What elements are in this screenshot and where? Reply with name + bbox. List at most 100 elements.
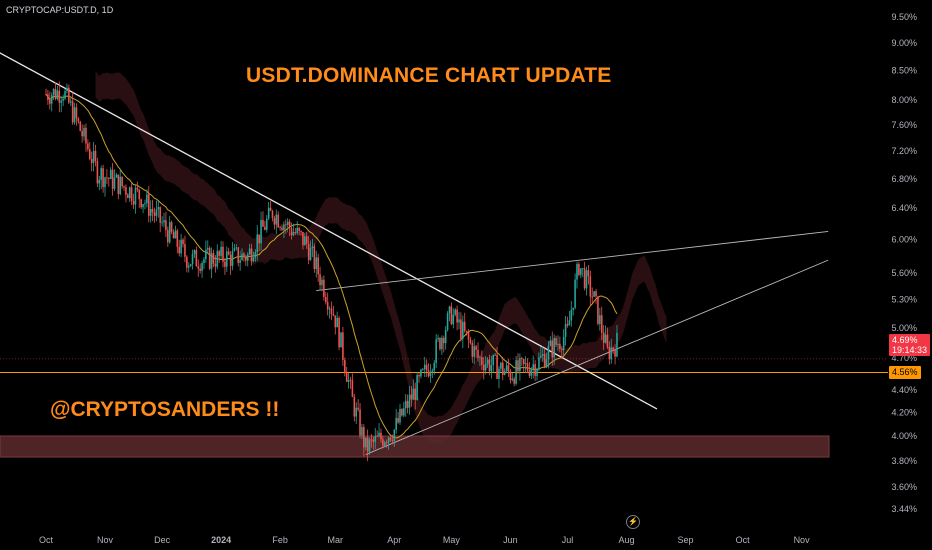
- candle-body: [534, 364, 536, 376]
- candle-body: [161, 222, 163, 224]
- candle-body: [422, 369, 424, 370]
- candle-body: [286, 221, 289, 226]
- candle-body: [146, 194, 148, 204]
- candle-body: [290, 228, 293, 236]
- candle-body: [469, 339, 472, 344]
- candle-body: [612, 347, 614, 350]
- trendlines: [0, 52, 829, 455]
- x-tick-label: Aug: [618, 535, 634, 545]
- candle-body: [366, 437, 369, 452]
- candle-body: [132, 200, 135, 205]
- candle-body: [220, 246, 222, 256]
- candle-body: [298, 227, 300, 231]
- candle-body: [83, 127, 85, 137]
- candle-body: [201, 262, 203, 271]
- candle-body: [157, 207, 160, 210]
- candle-body: [519, 358, 521, 372]
- candle-body: [264, 226, 266, 230]
- candle-body: [307, 243, 310, 261]
- candle-body: [389, 437, 392, 441]
- candle-body: [340, 332, 342, 348]
- candle-body: [465, 330, 468, 333]
- candle-body: [184, 244, 186, 257]
- candle-body: [81, 130, 83, 137]
- candle-body: [279, 227, 281, 228]
- candle-body: [450, 306, 453, 325]
- candle-body: [536, 369, 538, 376]
- candle-body: [167, 230, 169, 243]
- candle-body: [165, 220, 167, 231]
- candle-body: [460, 319, 462, 339]
- candle-body: [540, 355, 542, 358]
- candle-body: [309, 248, 312, 261]
- candle-body: [304, 236, 306, 246]
- candle-body: [258, 234, 260, 244]
- candle-body: [553, 337, 555, 358]
- moving-average: [45, 94, 618, 439]
- candle-body: [475, 346, 477, 350]
- candlesticks: [45, 81, 618, 462]
- candle-body: [606, 334, 609, 347]
- x-tick-label: Oct: [736, 535, 751, 545]
- candle-body: [454, 309, 456, 315]
- candle-body: [355, 407, 358, 417]
- candle-body: [94, 150, 97, 161]
- candle-body: [123, 186, 125, 188]
- candle-body: [342, 332, 344, 360]
- y-tick-label: 3.44%: [891, 504, 917, 514]
- candle-body: [239, 260, 241, 263]
- candle-body: [90, 159, 93, 163]
- candle-body: [191, 254, 194, 265]
- candle-body: [189, 264, 192, 267]
- candle-body: [317, 257, 319, 275]
- candle-body: [271, 210, 274, 219]
- candle-body: [560, 348, 563, 351]
- candle-body: [541, 354, 544, 356]
- candle-body: [117, 174, 120, 194]
- candle-body: [587, 270, 590, 277]
- candle-body: [498, 368, 500, 379]
- candle-body: [313, 246, 316, 269]
- candle-body: [292, 232, 295, 236]
- candle-body: [151, 209, 154, 213]
- candle-body: [574, 279, 576, 308]
- candle-body: [492, 354, 495, 365]
- candle-body: [273, 218, 276, 225]
- candle-body: [530, 368, 533, 376]
- candle-body: [227, 251, 230, 255]
- candle-body: [226, 251, 228, 267]
- candle-body: [98, 179, 101, 184]
- flash-icon[interactable]: ⚡: [626, 515, 640, 529]
- candle-body: [566, 324, 569, 326]
- candle-body: [203, 259, 205, 263]
- candle-body: [288, 221, 291, 229]
- candle-body: [564, 324, 567, 337]
- x-tick-label: Dec: [154, 535, 171, 545]
- candle-body: [147, 194, 150, 216]
- x-tick-label: Apr: [387, 535, 401, 545]
- candle-body: [311, 246, 314, 249]
- candle-body: [517, 360, 519, 372]
- candle-body: [85, 127, 87, 144]
- candle-body: [608, 346, 611, 360]
- candle-body: [397, 418, 399, 423]
- candle-body: [115, 174, 118, 178]
- candle-body: [570, 309, 573, 321]
- candle-body: [113, 177, 116, 189]
- candle-body: [222, 246, 224, 262]
- candle-body: [195, 250, 198, 267]
- candle-body: [170, 222, 173, 233]
- candle-body: [349, 379, 352, 381]
- candle-body: [484, 363, 487, 371]
- candle-body: [420, 369, 422, 377]
- candle-body: [224, 261, 226, 267]
- candle-body: [401, 408, 403, 416]
- candle-body: [52, 88, 55, 96]
- candle-body: [102, 168, 104, 188]
- candle-body: [260, 219, 262, 244]
- candle-body: [62, 98, 64, 101]
- candle-body: [252, 257, 255, 262]
- candle-body: [210, 253, 213, 269]
- candle-body: [77, 118, 80, 122]
